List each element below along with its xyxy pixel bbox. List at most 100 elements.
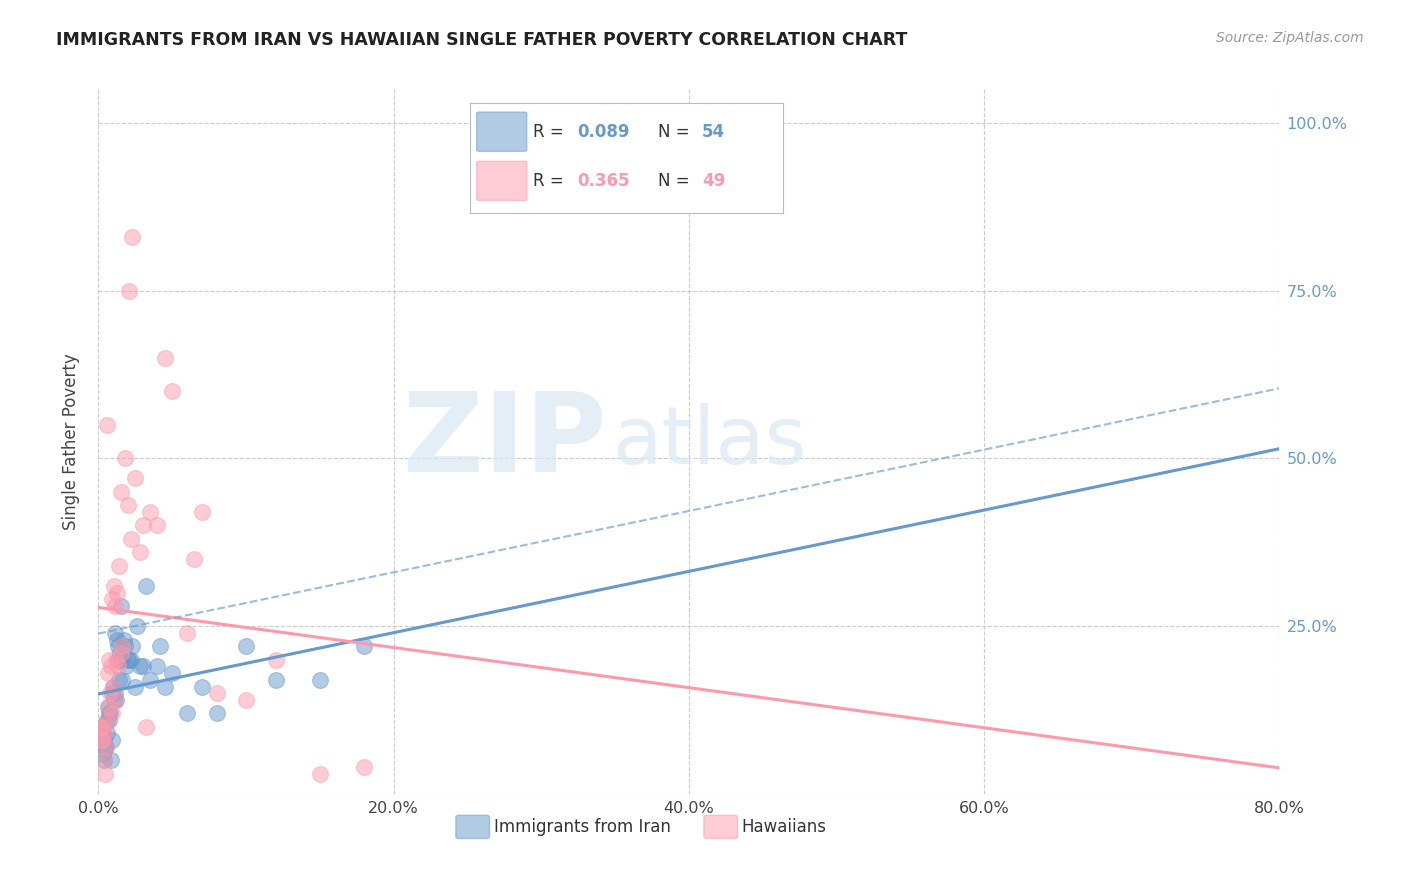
Point bbox=[115, 659, 138, 673]
Point bbox=[191, 505, 214, 519]
Point bbox=[94, 739, 117, 754]
Point bbox=[110, 653, 132, 667]
Point bbox=[353, 639, 375, 653]
Point bbox=[98, 686, 121, 700]
Point bbox=[120, 532, 142, 546]
Point bbox=[94, 739, 117, 754]
FancyBboxPatch shape bbox=[477, 112, 527, 152]
Point bbox=[114, 639, 136, 653]
Point bbox=[162, 384, 183, 399]
Point bbox=[104, 693, 127, 707]
Point bbox=[114, 451, 136, 466]
Point bbox=[146, 659, 169, 673]
Text: ZIP: ZIP bbox=[404, 388, 606, 495]
Point bbox=[96, 726, 118, 740]
Point bbox=[104, 686, 127, 700]
Point bbox=[98, 653, 121, 667]
Point bbox=[183, 552, 205, 566]
Point bbox=[104, 625, 127, 640]
Point bbox=[101, 686, 124, 700]
Point bbox=[118, 653, 141, 667]
Point bbox=[93, 726, 115, 740]
Point bbox=[191, 680, 214, 694]
Text: N =: N = bbox=[658, 123, 695, 141]
Point bbox=[90, 733, 112, 747]
Point bbox=[153, 351, 176, 365]
Text: atlas: atlas bbox=[612, 402, 807, 481]
Point bbox=[103, 579, 125, 593]
Point bbox=[108, 673, 131, 687]
Point bbox=[135, 579, 157, 593]
Point bbox=[91, 747, 114, 761]
Point bbox=[110, 646, 132, 660]
Point bbox=[128, 545, 150, 559]
Point bbox=[103, 693, 125, 707]
Point bbox=[90, 720, 112, 734]
Point bbox=[93, 753, 115, 767]
Point bbox=[93, 753, 115, 767]
Point bbox=[205, 686, 228, 700]
Point bbox=[149, 639, 172, 653]
Point bbox=[105, 585, 128, 599]
Point bbox=[176, 706, 198, 721]
Point bbox=[124, 680, 146, 694]
Point bbox=[124, 471, 146, 485]
Point bbox=[117, 498, 139, 512]
Point bbox=[110, 599, 132, 613]
Point bbox=[104, 599, 127, 613]
Point bbox=[146, 518, 169, 533]
Point bbox=[96, 417, 118, 432]
Text: 49: 49 bbox=[702, 172, 725, 190]
Text: 0.089: 0.089 bbox=[576, 123, 630, 141]
Point bbox=[94, 739, 117, 754]
Point bbox=[107, 639, 129, 653]
Y-axis label: Single Father Poverty: Single Father Poverty bbox=[62, 353, 80, 530]
Point bbox=[96, 713, 118, 727]
Point bbox=[132, 518, 155, 533]
Point bbox=[97, 699, 120, 714]
Text: 54: 54 bbox=[702, 123, 725, 141]
Point bbox=[176, 625, 198, 640]
Point bbox=[120, 653, 142, 667]
Text: Immigrants from Iran: Immigrants from Iran bbox=[494, 818, 671, 836]
Point bbox=[97, 713, 120, 727]
Text: R =: R = bbox=[533, 172, 569, 190]
Point bbox=[139, 673, 162, 687]
Point bbox=[125, 619, 148, 633]
Point bbox=[100, 733, 122, 747]
Text: IMMIGRANTS FROM IRAN VS HAWAIIAN SINGLE FATHER POVERTY CORRELATION CHART: IMMIGRANTS FROM IRAN VS HAWAIIAN SINGLE … bbox=[56, 31, 908, 49]
Point bbox=[205, 706, 228, 721]
Text: R =: R = bbox=[533, 123, 569, 141]
Point bbox=[111, 639, 134, 653]
Text: Hawaiians: Hawaiians bbox=[742, 818, 827, 836]
Point bbox=[153, 680, 176, 694]
Point bbox=[100, 753, 122, 767]
Point bbox=[112, 632, 135, 647]
Point bbox=[91, 726, 114, 740]
Point bbox=[135, 720, 157, 734]
Point bbox=[94, 766, 117, 780]
Point bbox=[90, 720, 112, 734]
Point bbox=[118, 284, 141, 298]
Point bbox=[105, 693, 128, 707]
Point bbox=[309, 673, 332, 687]
Text: N =: N = bbox=[658, 172, 695, 190]
Point bbox=[103, 680, 125, 694]
FancyBboxPatch shape bbox=[477, 161, 527, 201]
Point bbox=[107, 659, 129, 673]
Point bbox=[139, 505, 162, 519]
Point bbox=[111, 673, 134, 687]
Point bbox=[100, 659, 122, 673]
Point bbox=[121, 230, 143, 244]
Point bbox=[353, 760, 375, 774]
Point bbox=[108, 558, 131, 573]
Point bbox=[101, 592, 124, 607]
Point bbox=[108, 646, 131, 660]
Point bbox=[117, 653, 139, 667]
Point bbox=[98, 706, 121, 721]
Point bbox=[121, 639, 143, 653]
Point bbox=[97, 699, 120, 714]
Point bbox=[90, 733, 112, 747]
Point bbox=[128, 659, 150, 673]
Point bbox=[132, 659, 155, 673]
